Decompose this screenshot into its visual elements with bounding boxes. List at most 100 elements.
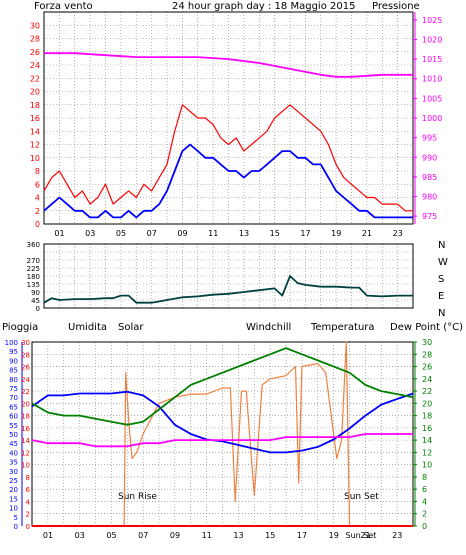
humidity-tick-label: 65 xyxy=(9,403,18,411)
wind-x-tick-label: 21 xyxy=(362,229,372,238)
compass-label: N xyxy=(438,240,445,251)
pressure-tick-label: 995 xyxy=(422,134,437,143)
wind-x-tick-label: 11 xyxy=(208,229,218,238)
wind-tick-label: 0 xyxy=(35,220,40,229)
temp-tick-label: 4 xyxy=(422,497,427,506)
wind-tick-label: 2 xyxy=(35,207,40,216)
solar-label: Solar xyxy=(118,322,144,333)
wind-tick-label: 10 xyxy=(30,154,40,163)
humidity-tick-label: 40 xyxy=(9,449,18,457)
rain-tick-label: 18 xyxy=(21,413,30,421)
pressure-series xyxy=(44,52,413,78)
temp-tick-label: 30 xyxy=(422,338,432,347)
wind-tick-label: 24 xyxy=(30,61,40,70)
wind-tick-label: 30 xyxy=(30,21,40,30)
compass-label: N xyxy=(438,308,445,319)
rain-tick-label: 30 xyxy=(21,339,30,347)
humidity-tick-label: 45 xyxy=(9,440,18,448)
rain-tick-label: 22 xyxy=(21,388,30,396)
pressure-tick-label: 975 xyxy=(422,212,437,221)
temperature-series xyxy=(31,347,414,426)
wind-x-tick-label: 23 xyxy=(393,229,403,238)
rain-tick-label: 2 xyxy=(26,511,30,519)
direction-tick-label: 180 xyxy=(27,273,40,281)
wind-x-tick-label: 15 xyxy=(270,229,280,238)
wind-x-tick-label: 01 xyxy=(54,229,64,238)
wind-tick-label: 18 xyxy=(30,101,40,110)
humidity-tick-label: 0 xyxy=(14,523,18,531)
temp-tick-label: 8 xyxy=(422,473,427,482)
wind-x-tick-label: 05 xyxy=(116,229,126,238)
temp-x-tick-label: 11 xyxy=(202,531,212,540)
pressure-tick-label: 990 xyxy=(422,153,437,162)
wind-direction-series xyxy=(43,275,413,304)
direction-tick-label: 45 xyxy=(31,297,40,305)
wind-tick-label: 8 xyxy=(35,167,40,176)
temp-tick-label: 22 xyxy=(422,387,432,396)
temp-x-tick-label: 23 xyxy=(392,531,402,540)
temp-x-tick-label: 03 xyxy=(75,531,85,540)
rain-tick-label: 26 xyxy=(21,364,30,372)
pressure-tick-label: 1025 xyxy=(422,16,442,25)
wind-x-tick-label: 17 xyxy=(300,229,310,238)
pressure-tick-label: 1010 xyxy=(422,75,442,84)
temp-tick-label: 10 xyxy=(422,461,432,470)
wind-tick-label: 6 xyxy=(35,180,40,189)
rain-tick-label: 28 xyxy=(21,351,30,359)
dewpoint-label: Dew Point (°C) xyxy=(390,322,463,333)
direction-tick-label: 90 xyxy=(31,289,40,297)
direction-tick-label: 135 xyxy=(27,281,40,289)
wind-tick-label: 20 xyxy=(30,88,40,97)
temp-tick-label: 0 xyxy=(422,522,427,531)
humidity-tick-label: 50 xyxy=(9,431,18,439)
wind-tick-label: 22 xyxy=(30,74,40,83)
rain-tick-label: 8 xyxy=(26,474,30,482)
chart-title: 24 hour graph day : 18 Maggio 2015 xyxy=(172,1,355,12)
pressure-tick-label: 1020 xyxy=(422,35,442,44)
rain-tick-label: 20 xyxy=(21,400,30,408)
wind-x-tick-label: 07 xyxy=(147,229,157,238)
temp-tick-label: 2 xyxy=(422,510,427,519)
humidity-tick-label: 60 xyxy=(9,413,18,421)
humidity-tick-label: 20 xyxy=(9,486,18,494)
humidity-tick-label: 25 xyxy=(9,477,18,485)
sunrise-annotation: Sun Rise xyxy=(118,492,157,502)
wind-tick-label: 26 xyxy=(30,48,40,57)
temp-x-tick-label: 07 xyxy=(138,531,148,540)
direction-tick-label: 360 xyxy=(27,241,40,249)
windchill-label: Windchill xyxy=(246,322,291,333)
wind-x-tick-label: 19 xyxy=(331,229,341,238)
temp-tick-label: 6 xyxy=(422,485,427,494)
humidity-tick-label: 100 xyxy=(5,339,18,347)
pressure-tick-label: 980 xyxy=(422,193,437,202)
humidity-series xyxy=(31,390,414,454)
rain-tick-label: 0 xyxy=(26,523,30,531)
rain-tick-label: 4 xyxy=(26,498,31,506)
pressure-tick-label: 985 xyxy=(422,173,437,182)
humidity-tick-label: 90 xyxy=(9,357,18,365)
humidity-tick-label: 75 xyxy=(9,385,18,393)
direction-plot-frame xyxy=(43,243,414,309)
temp-tick-label: 20 xyxy=(422,399,432,408)
compass-label: S xyxy=(438,274,444,285)
temp-x-tick-label: 13 xyxy=(233,531,243,540)
temp-x-tick-label: 09 xyxy=(170,531,180,540)
direction-tick-label: 270 xyxy=(27,257,40,265)
rain-tick-label: 24 xyxy=(21,376,30,384)
temp-x-tick-label: 21 xyxy=(360,531,370,540)
temp-x-tick-label: 17 xyxy=(297,531,307,540)
temp-tick-label: 24 xyxy=(422,375,432,384)
dewpoint-series xyxy=(31,433,413,448)
temp-x-tick-label: 01 xyxy=(43,531,53,540)
wind-x-tick-label: 09 xyxy=(177,229,187,238)
humidity-tick-label: 55 xyxy=(9,422,18,430)
direction-tick-label: 225 xyxy=(27,265,40,273)
temp-x-tick-label: 05 xyxy=(106,531,116,540)
sunset-annotation: Sun Set xyxy=(344,492,379,502)
humidity-tick-label: 85 xyxy=(9,367,18,375)
wind-x-tick-label: 03 xyxy=(85,229,95,238)
temp-tick-label: 12 xyxy=(422,448,432,457)
rain-label: Pioggia xyxy=(2,322,38,333)
wind-gust-series xyxy=(43,104,413,212)
